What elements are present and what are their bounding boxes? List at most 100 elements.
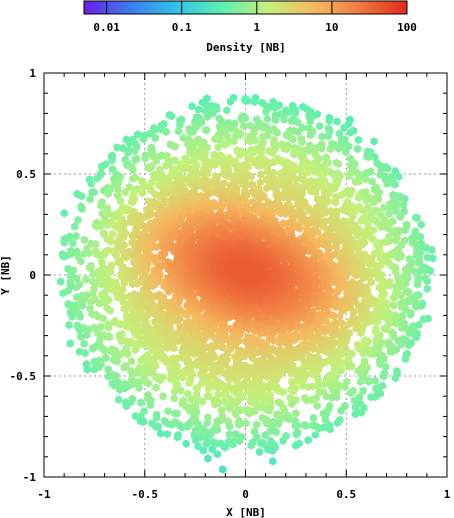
- data-point: [309, 413, 318, 423]
- data-point: [77, 332, 85, 341]
- colorbar-label: Density [NB]: [206, 41, 285, 54]
- data-point: [84, 325, 93, 334]
- data-point: [157, 429, 165, 438]
- data-point: [148, 419, 156, 428]
- data-point: [396, 212, 404, 221]
- data-point: [99, 314, 107, 323]
- data-point: [69, 238, 77, 248]
- data-point: [237, 432, 245, 442]
- data-point: [262, 107, 270, 116]
- data-point: [146, 164, 154, 173]
- data-point: [309, 421, 317, 430]
- colorbar-tick-label: 0.01: [93, 21, 120, 34]
- data-point: [289, 135, 297, 144]
- data-point: [108, 229, 116, 239]
- data-point: [292, 395, 300, 405]
- data-point: [255, 447, 264, 457]
- data-point: [106, 306, 114, 315]
- data-point: [122, 344, 130, 353]
- data-point: [380, 203, 388, 212]
- data-point: [112, 371, 120, 381]
- data-point: [151, 133, 159, 143]
- data-point: [412, 213, 420, 222]
- data-point: [115, 395, 123, 404]
- data-point: [224, 417, 232, 426]
- data-point: [392, 207, 400, 216]
- data-point: [193, 390, 201, 399]
- data-point: [361, 336, 369, 345]
- data-point: [192, 383, 201, 393]
- data-point: [273, 410, 281, 419]
- data-point: [392, 282, 400, 291]
- data-point: [401, 272, 409, 281]
- data-point: [89, 269, 97, 279]
- data-point: [390, 301, 398, 310]
- data-point: [90, 323, 98, 333]
- data-point: [316, 121, 324, 131]
- data-point: [313, 401, 321, 410]
- data-point: [337, 191, 345, 200]
- data-point: [164, 407, 172, 416]
- data-point: [377, 296, 385, 306]
- data-point: [279, 158, 287, 167]
- data-point: [129, 165, 137, 175]
- data-point: [417, 220, 425, 229]
- data-point: [280, 115, 288, 124]
- data-point: [174, 430, 182, 440]
- data-point: [304, 382, 312, 392]
- data-point: [393, 366, 401, 376]
- data-point: [135, 383, 143, 392]
- data-point: [140, 407, 148, 416]
- data-point: [415, 267, 423, 276]
- data-point: [159, 392, 167, 401]
- data-point: [304, 436, 312, 445]
- data-point: [310, 167, 318, 176]
- data-point: [173, 409, 181, 418]
- data-point: [292, 409, 300, 418]
- data-point: [269, 457, 277, 466]
- data-point: [314, 381, 322, 391]
- data-point: [421, 274, 429, 283]
- data-point: [286, 393, 294, 403]
- data-point: [380, 324, 389, 333]
- data-point: [154, 422, 162, 431]
- data-point: [208, 445, 216, 454]
- data-point: [102, 160, 110, 169]
- data-point: [275, 398, 283, 407]
- data-point: [107, 237, 115, 246]
- data-point: [271, 103, 279, 112]
- data-point: [66, 278, 74, 287]
- data-point: [97, 220, 106, 230]
- data-point: [346, 172, 354, 181]
- data-point: [335, 144, 343, 153]
- data-point: [231, 429, 240, 439]
- data-point: [152, 156, 160, 165]
- data-point: [107, 261, 115, 270]
- data-point: [382, 362, 390, 371]
- data-point: [362, 195, 370, 205]
- data-point: [405, 254, 413, 264]
- data-point: [343, 377, 351, 386]
- data-point: [370, 185, 379, 194]
- data-point: [290, 150, 298, 159]
- data-point: [325, 401, 334, 411]
- data-point: [294, 428, 302, 437]
- data-point: [336, 415, 344, 424]
- data-point: [362, 168, 371, 178]
- data-point: [153, 410, 161, 420]
- data-point: [69, 266, 77, 275]
- data-point: [77, 257, 85, 266]
- data-point: [96, 170, 104, 180]
- data-point: [202, 126, 210, 135]
- data-point: [104, 189, 112, 198]
- data-point: [367, 392, 375, 402]
- data-point: [358, 216, 366, 225]
- data-point: [65, 232, 74, 241]
- data-point: [152, 361, 160, 370]
- data-point: [346, 128, 355, 137]
- data-point: [68, 312, 76, 321]
- data-point: [209, 438, 218, 447]
- data-point: [205, 391, 213, 401]
- data-point: [371, 376, 379, 385]
- data-point: [409, 321, 418, 331]
